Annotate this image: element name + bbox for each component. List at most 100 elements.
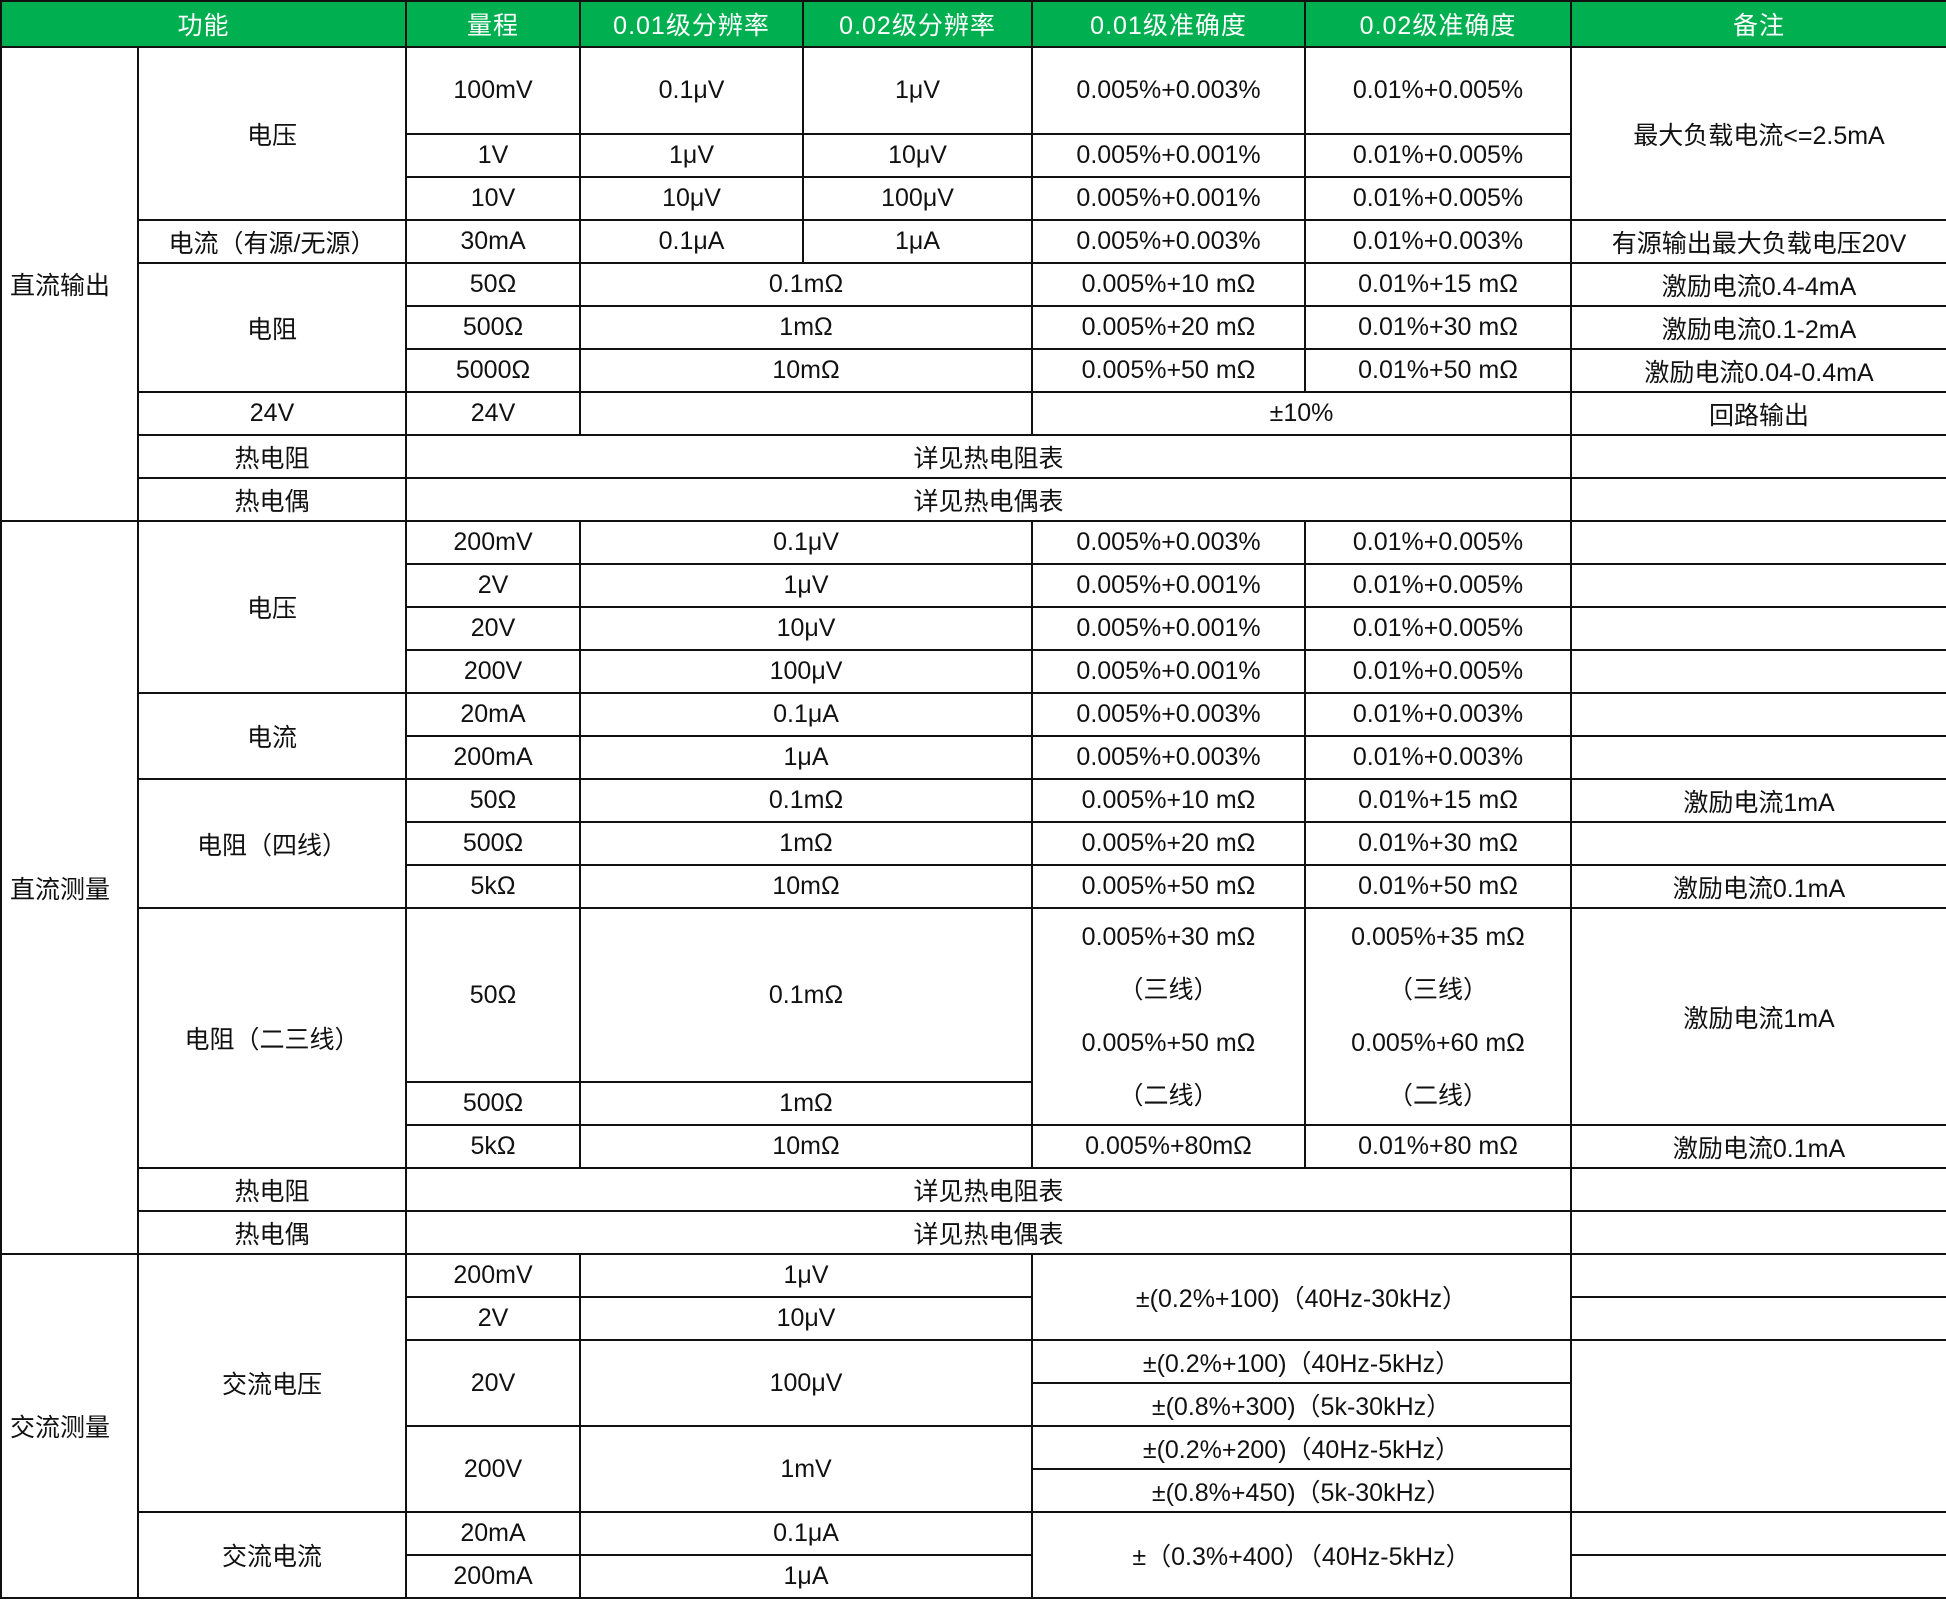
table-cell: 50Ω: [405, 907, 582, 1083]
table-cell: 5kΩ: [405, 1124, 582, 1169]
column-header: 0.02级分辨率: [802, 0, 1034, 48]
table-cell: 0.01%+0.005%: [1304, 606, 1573, 651]
table-cell: 10V: [405, 176, 582, 221]
table-row: 500Ω 1mΩ 0.005%+20 mΩ 0.01%+30 mΩ 激励电流0.1-2m…: [1, 305, 1946, 350]
table-row: 200mA 1μA: [1, 1554, 1946, 1599]
table-row: 20V 100μV ±(0.2%+100)（40Hz-5kHz）: [1, 1339, 1946, 1513]
table-row: ±(0.8%+300)（5k-30kHz）: [1, 1382, 1946, 1427]
table-cell: 详见热电偶表: [405, 477, 1573, 522]
column-header: 备注: [1570, 0, 1946, 48]
table-cell: 100μV: [579, 649, 1034, 694]
table-cell: 10mΩ: [579, 1124, 1034, 1169]
table-cell: [1570, 520, 1946, 565]
column-header: 0.01级准确度: [1031, 0, 1307, 48]
table-cell: [1570, 1339, 1946, 1513]
table-cell: 0.005%+0.001%: [1031, 649, 1307, 694]
table-row: 电阻（四线） 50Ω 0.1mΩ 0.005%+10 mΩ 0.01%+15 mΩ 激励电…: [1, 778, 1946, 909]
table-cell: 详见热电阻表: [405, 1167, 1573, 1212]
table-cell: 0.005%+50 mΩ: [1031, 348, 1307, 393]
table-cell: 激励电流0.4-4mA: [1570, 262, 1946, 307]
table-cell: 24V: [405, 391, 582, 436]
table-cell: 激励电流0.1mA: [1570, 864, 1946, 909]
table-cell: 0.01%+30 mΩ: [1304, 821, 1573, 866]
table-cell: 100μV: [802, 176, 1034, 221]
table-cell: 电阻（二三线）: [136, 907, 408, 1169]
table-cell: [1570, 649, 1946, 694]
table-cell: ±(0.2%+100)（40Hz-5kHz）: [1031, 1339, 1573, 1384]
table-cell: 0.1mΩ: [579, 907, 1034, 1083]
cell-line: （二线）: [1388, 1081, 1489, 1110]
table-cell: 10mΩ: [579, 864, 1034, 909]
table-cell: 0.01%+50 mΩ: [1304, 864, 1573, 909]
table-row: 5000Ω 10mΩ 0.005%+50 mΩ 0.01%+50 mΩ 激励电流0.04…: [1, 348, 1946, 393]
table-cell: [1570, 1210, 1946, 1255]
table-cell: 热电偶: [136, 1210, 408, 1255]
table-row: 5kΩ 10mΩ 0.005%+50 mΩ 0.01%+50 mΩ 激励电流0.1mA: [1, 864, 1946, 909]
table-cell: 0.1μA: [579, 219, 805, 264]
table-cell: 交流电压: [136, 1253, 408, 1513]
table-cell: 0.1μV: [579, 46, 805, 135]
table-cell: 100μV: [579, 1339, 1034, 1427]
column-header: 功能: [0, 0, 408, 48]
table-cell: 20V: [405, 1339, 582, 1427]
header-row: 功能 量程 0.01级分辨率 0.02级分辨率 0.01级准确度 0.02级准确度 备注: [0, 0, 1946, 48]
cell-line: （二线）: [1118, 1081, 1219, 1110]
table-row: 热电阻 详见热电阻表: [1, 1167, 1946, 1212]
table-cell: 电压: [136, 46, 408, 221]
table-cell: 1V: [405, 133, 582, 178]
table-cell: 1mΩ: [579, 305, 1034, 350]
table-row: 交流电流 20mA 0.1μA ±（0.3%+400）（40Hz-5kHz）: [1, 1511, 1946, 1599]
table-cell: 200mA: [405, 1554, 582, 1599]
table-cell: 详见热电阻表: [405, 434, 1573, 479]
table-cell: 电流: [136, 692, 408, 780]
table-cell: 0.01%+30 mΩ: [1304, 305, 1573, 350]
table-cell: 1μV: [802, 46, 1034, 135]
table-row: 直流输出 电压 100mV 0.1μV 1μV 0.005%+0.003% 0.01%+0.…: [0, 46, 1946, 522]
table-row: 1V 1μV 10μV 0.005%+0.001% 0.01%+0.005%: [1, 133, 1946, 178]
table-cell: 0.01%+50 mΩ: [1304, 348, 1573, 393]
table-row: 热电阻 详见热电阻表: [1, 434, 1946, 479]
table-cell: 0.005%+0.001%: [1031, 563, 1307, 608]
table-cell: 激励电流0.1mA: [1570, 1124, 1946, 1169]
table-row: 电阻 50Ω 0.1mΩ 0.005%+10 mΩ 0.01%+15 mΩ 激励电流0.4…: [1, 262, 1946, 393]
table-cell: 0.005%+0.001%: [1031, 606, 1307, 651]
table-cell: 0.1μA: [579, 692, 1034, 737]
table-row: ±(0.8%+450)（5k-30kHz）: [1, 1468, 1946, 1513]
table-cell: [1570, 563, 1946, 608]
table-row: 500Ω 1mΩ: [1, 1081, 1946, 1126]
table-row: 24V 24V ±10% 回路输出: [1, 391, 1946, 436]
table-row: 直流测量 电压 200mV 0.1μV 0.005%+0.003% 0.01%+0.005…: [0, 520, 1946, 1255]
table-cell: 5000Ω: [405, 348, 582, 393]
table-cell: 1μV: [579, 1253, 1034, 1298]
table-cell: [1570, 1167, 1946, 1212]
table-cell: 2V: [405, 1296, 582, 1341]
table-cell: 0.005%+0.003%: [1031, 692, 1307, 737]
table-cell: [579, 391, 1034, 436]
table-cell: 0.005%+20 mΩ: [1031, 821, 1307, 866]
table-cell: 24V: [136, 391, 408, 436]
table-cell: ±(0.2%+200)（40Hz-5kHz）: [1031, 1425, 1573, 1470]
cell-line: 0.005%+30 mΩ: [1081, 922, 1256, 951]
table-cell: 20V: [405, 606, 582, 651]
section-label: 直流输出: [0, 46, 139, 522]
table-row: 电流 20mA 0.1μA 0.005%+0.003% 0.01%+0.003%: [1, 692, 1946, 780]
table-cell: 激励电流0.1-2mA: [1570, 305, 1946, 350]
table-cell: 0.01%+0.005%: [1304, 563, 1573, 608]
table-cell: 激励电流0.04-0.4mA: [1570, 348, 1946, 393]
table-cell: 0.01%+0.005%: [1304, 46, 1573, 135]
table-cell: 0.005%+10 mΩ: [1031, 262, 1307, 307]
table-cell: 0.1μV: [579, 520, 1034, 565]
table-cell: 10μV: [579, 1296, 1034, 1341]
table-cell: 0.005%+0.003%: [1031, 46, 1307, 135]
table-row: 2V 1μV 0.005%+0.001% 0.01%+0.005%: [1, 563, 1946, 608]
section-label: 直流测量: [0, 520, 139, 1255]
table-cell: ±10%: [1031, 391, 1573, 436]
table-body: 直流输出 电压 100mV 0.1μV 1μV 0.005%+0.003% 0.01%+0.…: [0, 46, 1946, 1599]
table-cell: 30mA: [405, 219, 582, 264]
table-cell: 20mA: [405, 1511, 582, 1556]
table-cell: 电阻: [136, 262, 408, 393]
table-cell: 1mV: [579, 1425, 1034, 1513]
table-cell: 1μA: [802, 219, 1034, 264]
table-cell: 热电偶: [136, 477, 408, 522]
table-row: 200V 1mV ±(0.2%+200)（40Hz-5kHz）: [1, 1425, 1946, 1513]
